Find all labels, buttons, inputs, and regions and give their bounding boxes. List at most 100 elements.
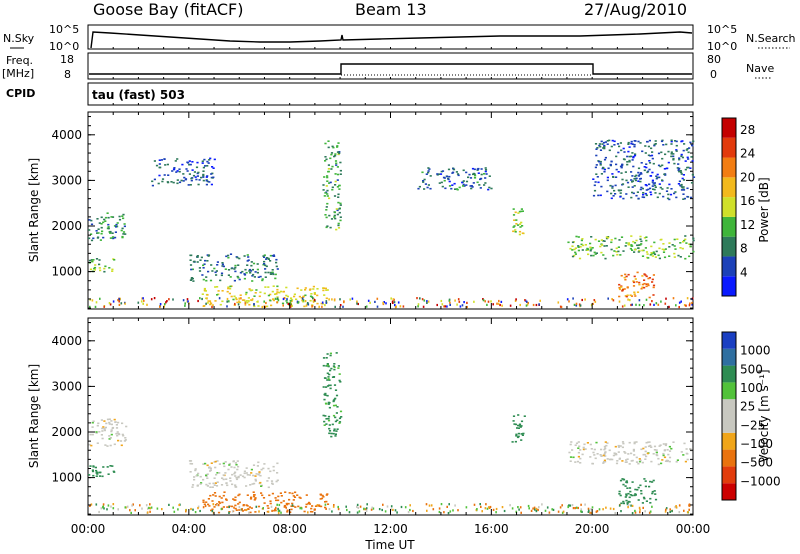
scatter-cell [338,184,341,187]
scatter-cell [587,507,590,510]
scatter-cell [620,502,623,505]
scatter-cell [492,303,494,306]
scatter-cell [324,160,327,162]
scatter-cell [214,460,217,463]
scatter-cell [266,480,269,482]
scatter-cell [357,302,359,306]
scatter-cell [113,471,116,473]
scatter-cell [115,223,118,226]
scatter-cell [604,156,607,159]
scatter-cell [211,508,214,511]
scatter-cell [209,469,212,471]
scatter-cell [229,285,232,288]
scatter-cell [216,460,219,462]
scatter-cell [351,297,354,300]
scatter-cell [649,175,652,177]
scatter-cell [226,297,229,301]
scatter-cell [541,503,543,506]
scatter-cell [483,173,486,175]
colorbar-cell [722,216,736,237]
scatter-cell [114,231,117,233]
scatter-cell [650,154,654,157]
scatter-cell [670,447,673,450]
scatter-cell [615,155,618,158]
scatter-cell [519,303,521,307]
scatter-cell [681,156,684,159]
scatter-cell [186,170,189,172]
scatter-cell [218,501,221,503]
scatter-cell [519,223,522,225]
scatter-cell [337,222,340,225]
scatter-cell [246,301,249,304]
scatter-cell [579,449,582,451]
scatter-cell [501,304,503,307]
scatter-cell [328,430,332,432]
scatter-cell [483,184,486,186]
scatter-cell [111,427,114,429]
scatter-cell [656,173,659,176]
scatter-cell [436,173,439,175]
scatter-cell [660,300,662,303]
scatter-cell [234,484,237,486]
scatter-cell [686,195,689,198]
scatter-cell [316,504,319,507]
scatter-cell [164,303,166,306]
scatter-cell [640,243,643,245]
scatter-cell [538,506,540,509]
scatter-cell [89,298,91,301]
scatter-cell [516,427,519,429]
scatter-cell [266,305,269,308]
scatter-cell [681,177,684,180]
scatter-cell [643,166,646,168]
scatter-cell [100,507,103,510]
scatter-cell [629,490,632,493]
scatter-cell [649,497,652,500]
scatter-cell [579,304,582,307]
scatter-cell [114,236,117,239]
scatter-cell [619,494,622,497]
scatter-cell [462,180,465,182]
scatter-cell [207,162,210,164]
scatter-cell [425,503,428,506]
scatter-cell [328,298,330,301]
scatter-cell [476,181,479,184]
scatter-cell [639,177,642,180]
scatter-cell [632,448,635,451]
colorbar-cell [722,137,736,158]
scatter-cell [626,161,629,163]
scatter-cell [691,301,693,305]
scatter-cell [276,296,279,298]
scatter-cell [655,250,658,253]
scatter-cell [228,464,231,466]
scatter-cell [95,230,98,232]
scatter-cell [114,421,117,423]
scatter-cell [329,369,332,372]
scatter-cell [595,510,598,513]
scatter-cell [205,276,208,278]
scatter-cell [301,297,304,300]
scatter-cell [108,418,111,420]
scatter-cell [117,421,120,424]
scatter-cell [202,305,205,307]
scatter-cell [480,173,483,176]
scatter-cell [325,418,328,420]
scatter-cell [663,168,666,170]
scatter-cell [423,188,426,190]
scatter-cell [330,168,333,170]
scatter-cell [207,498,210,500]
scatter-cell [113,418,116,421]
scatter-cell [324,156,327,158]
scatter-cell [614,237,617,240]
scatter-cell [621,478,624,480]
scatter-cell [195,178,198,181]
scatter-cell [222,462,225,465]
scatter-cell [194,176,197,178]
scatter-cell [651,505,653,508]
scatter-cell [212,167,215,169]
scatter-cell [501,506,504,509]
scatter-cell [621,289,624,291]
scatter-cell [672,155,675,158]
scatter-cell [621,290,624,292]
scatter-cell [204,504,207,508]
scatter-cell [142,297,144,300]
